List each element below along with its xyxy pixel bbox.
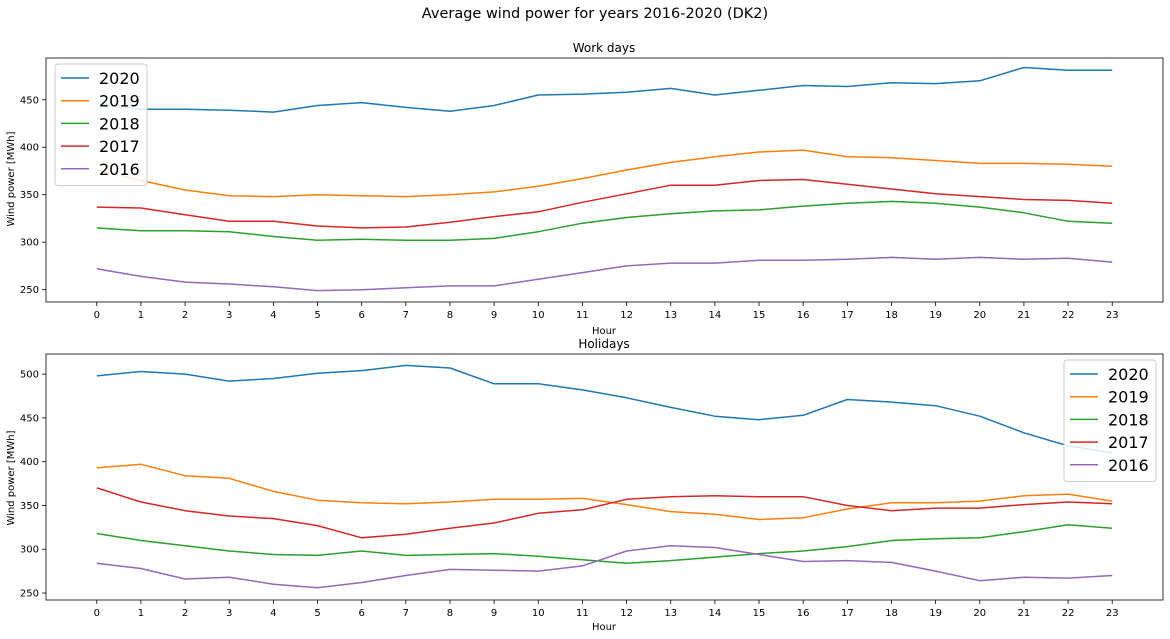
legend-label-2019: 2019 <box>99 92 140 111</box>
x-tick-label: 1 <box>138 310 144 321</box>
series-line-2017 <box>96 178 1113 229</box>
x-tick-label: 11 <box>576 608 589 619</box>
x-tick-label: 21 <box>1018 310 1031 321</box>
x-tick-label: 14 <box>709 608 722 619</box>
y-tick-label: 450 <box>20 95 39 106</box>
chart-title: Work days <box>573 41 636 55</box>
y-tick-label: 400 <box>20 143 39 154</box>
x-tick-label: 23 <box>1106 310 1119 321</box>
legend-label-2018: 2018 <box>1108 410 1149 429</box>
x-tick-label: 7 <box>403 310 409 321</box>
x-tick-label: 2 <box>182 608 188 619</box>
legend-box <box>1063 359 1157 482</box>
x-tick-label: 3 <box>226 310 232 321</box>
x-tick-label: 18 <box>885 608 898 619</box>
y-tick-label: 300 <box>20 545 39 556</box>
legend: 2020 2019 2018 2017 2016 <box>54 63 148 186</box>
x-tick-label: 20 <box>973 310 986 321</box>
x-tick-label: 23 <box>1106 608 1119 619</box>
x-tick-label: 11 <box>576 310 589 321</box>
x-tick-label: 0 <box>94 310 100 321</box>
x-tick-label: 13 <box>664 608 677 619</box>
legend-label-2020: 2020 <box>1108 365 1149 384</box>
series-line-2017 <box>96 487 1113 539</box>
axes-frame <box>45 353 1164 601</box>
x-tick-label: 4 <box>270 608 276 619</box>
x-tick-label: 13 <box>664 310 677 321</box>
x-tick-label: 8 <box>447 310 453 321</box>
series-line-2016 <box>96 544 1113 589</box>
legend-label-2018: 2018 <box>99 114 140 133</box>
y-tick-label: 350 <box>20 190 39 201</box>
x-tick-label: 5 <box>314 310 320 321</box>
legend-box <box>54 63 148 186</box>
legend-label-2017: 2017 <box>99 137 140 156</box>
x-tick-label: 1 <box>138 608 144 619</box>
x-tick-label: 9 <box>491 608 497 619</box>
x-tick-label: 20 <box>973 608 986 619</box>
x-tick-label: 16 <box>797 310 810 321</box>
x-tick-label: 12 <box>620 608 633 619</box>
y-tick-label: 400 <box>20 457 39 468</box>
x-tick-label: 9 <box>491 310 497 321</box>
series-line-2020 <box>96 364 1113 454</box>
y-tick-label: 300 <box>20 238 39 249</box>
y-tick-label: 250 <box>20 588 39 599</box>
legend: 2020 2019 2018 2017 2016 <box>1063 359 1157 482</box>
y-tick-label: 500 <box>20 370 39 381</box>
y-axis-label: Wind power [MWh] <box>6 131 17 226</box>
x-tick-label: 6 <box>358 608 364 619</box>
legend-label-2017: 2017 <box>1108 433 1149 452</box>
figure-title: Average wind power for years 2016-2020 (… <box>422 6 768 22</box>
series-line-2019 <box>96 463 1113 521</box>
x-tick-label: 4 <box>270 310 276 321</box>
y-tick-label: 450 <box>20 413 39 424</box>
x-tick-label: 17 <box>841 608 854 619</box>
x-tick-label: 19 <box>929 608 942 619</box>
x-tick-label: 0 <box>94 608 100 619</box>
chart-title: Holidays <box>578 337 629 351</box>
x-tick-label: 10 <box>532 310 545 321</box>
y-tick-label: 350 <box>20 501 39 512</box>
x-tick-label: 10 <box>532 608 545 619</box>
x-tick-label: 21 <box>1018 608 1031 619</box>
plot-area: 0 1 2 3 4 5 6 7 8 9 10 11 12 13 14 15 16 17 18 19 20 21 22 2325… <box>20 353 1164 619</box>
x-tick-label: 16 <box>797 608 810 619</box>
x-axis-label: Hour <box>592 326 617 337</box>
x-tick-label: 2 <box>182 310 188 321</box>
x-tick-label: 7 <box>403 608 409 619</box>
x-tick-label: 17 <box>841 310 854 321</box>
x-tick-label: 15 <box>753 310 766 321</box>
x-axis-label: Hour <box>592 622 617 633</box>
x-tick-label: 18 <box>885 310 898 321</box>
axes-frame <box>45 57 1164 303</box>
x-tick-label: 15 <box>753 608 766 619</box>
x-tick-label: 14 <box>709 310 722 321</box>
plot-area: 0 1 2 3 4 5 6 7 8 9 10 11 12 13 14 15 16 17 18 19 20 21 22 2325… <box>20 57 1164 321</box>
y-axis-label: Wind power [MWh] <box>6 430 17 525</box>
x-tick-label: 6 <box>358 310 364 321</box>
x-tick-label: 22 <box>1062 608 1075 619</box>
series-line-2018 <box>96 200 1113 242</box>
series-line-2019 <box>96 149 1113 198</box>
series-line-2016 <box>96 256 1113 292</box>
legend-label-2019: 2019 <box>1108 388 1149 407</box>
x-tick-label: 12 <box>620 310 633 321</box>
x-tick-label: 8 <box>447 608 453 619</box>
series-line-2020 <box>96 66 1113 113</box>
y-tick-label: 250 <box>20 285 39 296</box>
x-tick-label: 19 <box>929 310 942 321</box>
x-tick-label: 3 <box>226 608 232 619</box>
legend-label-2016: 2016 <box>99 160 140 179</box>
x-tick-label: 22 <box>1062 310 1075 321</box>
legend-label-2016: 2016 <box>1108 456 1149 475</box>
x-tick-label: 5 <box>314 608 320 619</box>
legend-label-2020: 2020 <box>99 69 140 88</box>
series-line-2018 <box>96 523 1113 564</box>
